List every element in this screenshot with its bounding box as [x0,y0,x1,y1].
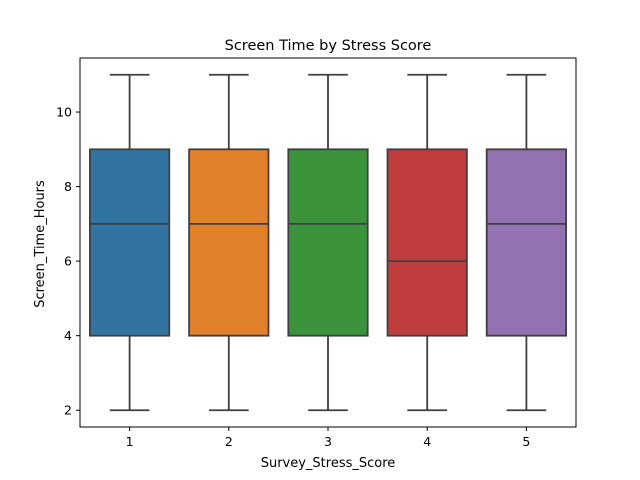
y-tick-label: 6 [64,254,72,269]
x-tick-label: 4 [423,434,431,449]
box-2-iqr-box [188,148,270,337]
x-tick-label: 5 [522,434,530,449]
box-3-iqr-box [287,148,369,337]
x-axis-label: Survey_Stress_Score [261,456,396,471]
y-tick-label: 4 [64,328,72,343]
y-tick-label: 10 [56,105,72,120]
y-axis-label: Screen_Time_Hours [33,180,48,308]
x-tick-label: 3 [324,434,332,449]
box-4-iqr-box [386,148,468,337]
x-tick-label: 2 [225,434,233,449]
y-tick-label: 2 [64,403,72,418]
box-5-iqr-box [485,148,567,337]
box-1-iqr-box [89,148,171,337]
y-tick-label: 8 [64,179,72,194]
chart-title: Screen Time by Stress Score [225,38,432,54]
x-tick-label: 1 [126,434,134,449]
